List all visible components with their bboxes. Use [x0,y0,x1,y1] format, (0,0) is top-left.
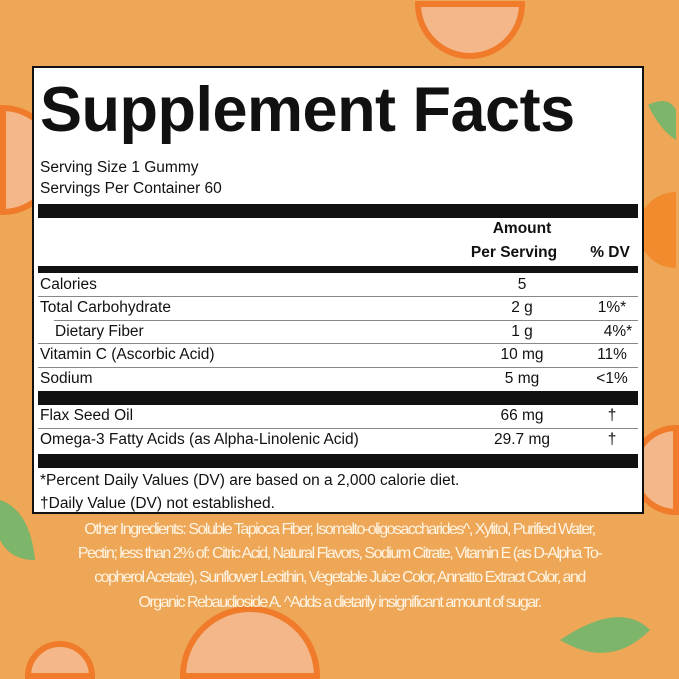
leaf [648,101,676,140]
nutrient-dv: 4%* [603,323,633,340]
nutrient-label: Calories [40,276,97,293]
divider-bar [38,204,638,218]
nutrient-dv: † [607,407,617,424]
footnote-dv: *Percent Daily Values (DV) are based on … [40,472,460,489]
nutrient-dv: <1% [596,370,628,387]
nutrient-row: Vitamin C (Ascorbic Acid) 10 mg 11% [40,344,638,366]
header-amount: Amount [492,220,552,237]
orange-slice [414,1,526,59]
nutrient-row: Flax Seed Oil 66 mg † [40,405,638,427]
supplement-facts-panel: Supplement Facts Serving Size 1 Gummy Se… [32,66,644,514]
nutrient-label: Flax Seed Oil [40,407,134,424]
nutrient-amount: 1 g [511,323,533,340]
nutrient-dv: 11% [597,346,627,363]
row-divider [54,320,638,321]
divider-bar [38,391,638,405]
serving-size: Serving Size 1 Gummy [40,159,199,176]
nutrient-label: Omega-3 Fatty Acids (as Alpha-Linolenic … [40,431,359,448]
leaf [560,617,650,653]
nutrient-row: Dietary Fiber 1 g 4%* [40,321,638,343]
divider-bar [38,266,638,273]
nutrient-label: Dietary Fiber [55,323,144,340]
nutrient-label: Sodium [40,370,93,387]
other-ingredients-line: Organic Rebaudioside A. ^Adds a dietaril… [138,594,542,611]
leaf [0,500,35,560]
orange-half [638,192,676,268]
nutrient-row: Calories 5 [40,274,638,296]
row-divider [38,367,638,368]
nutrient-row: Sodium 5 mg <1% [40,368,638,390]
row-divider [38,428,638,429]
nutrient-amount: 2 g [511,299,533,316]
orange-slice [24,641,96,679]
row-divider [38,296,638,297]
nutrient-label: Total Carbohydrate [40,299,171,316]
servings-per-container: Servings Per Container 60 [40,180,222,197]
nutrient-dv: † [607,431,617,448]
header-dv: % DV [590,244,630,261]
nutrient-amount: 29.7 mg [493,431,550,448]
nutrient-row: Omega-3 Fatty Acids (as Alpha-Linolenic … [40,429,638,451]
panel-title: Supplement Facts [40,75,575,145]
other-ingredients-line: Pectin; less than 2% of: Citric Acid, Na… [77,545,603,562]
nutrient-row: Total Carbohydrate 2 g 1%* [40,297,638,319]
nutrient-amount: 5 mg [504,370,540,387]
footnote-dagger: †Daily Value (DV) not established. [40,495,275,512]
header-per-serving: Per Serving [470,244,558,261]
other-ingredients-line: Other Ingredients: Soluble Tapioca Fiber… [84,521,596,538]
nutrient-label: Vitamin C (Ascorbic Acid) [40,346,215,363]
orange-slice [179,606,321,679]
other-ingredients-line: copherol Acetate), Sunflower Lecithin, V… [94,569,586,586]
row-divider [38,343,638,344]
nutrient-amount: 10 mg [500,346,544,363]
nutrient-amount: 5 [517,276,527,293]
divider-bar [38,454,638,468]
nutrient-amount: 66 mg [500,407,544,424]
nutrient-dv: 1%* [597,299,627,316]
